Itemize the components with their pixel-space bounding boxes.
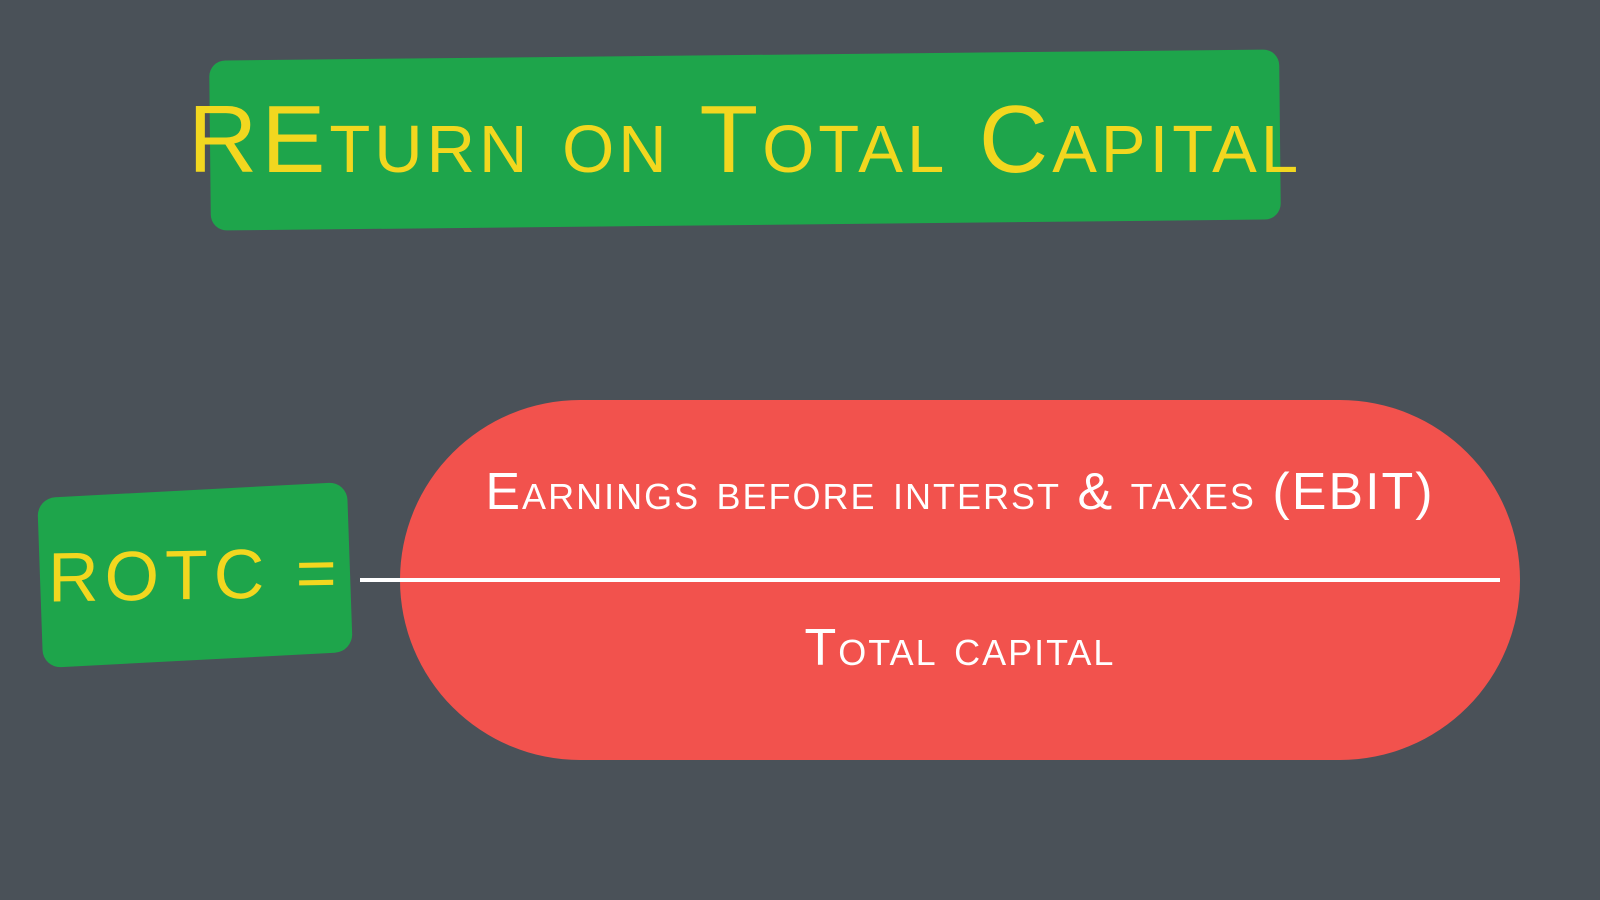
title-text: REturn on Total Capital [188, 86, 1302, 193]
formula-lhs-box: ROTC = [37, 482, 353, 668]
fraction-rule [360, 578, 1500, 582]
formula-numerator: Earnings before interst & taxes (EBIT) [400, 462, 1520, 522]
formula-rhs-pill: Earnings before interst & taxes (EBIT) T… [400, 400, 1520, 760]
formula-lhs-text: ROTC = [48, 532, 342, 617]
formula-denominator: Total capital [400, 618, 1520, 678]
title-banner: REturn on Total Capital [209, 49, 1281, 230]
